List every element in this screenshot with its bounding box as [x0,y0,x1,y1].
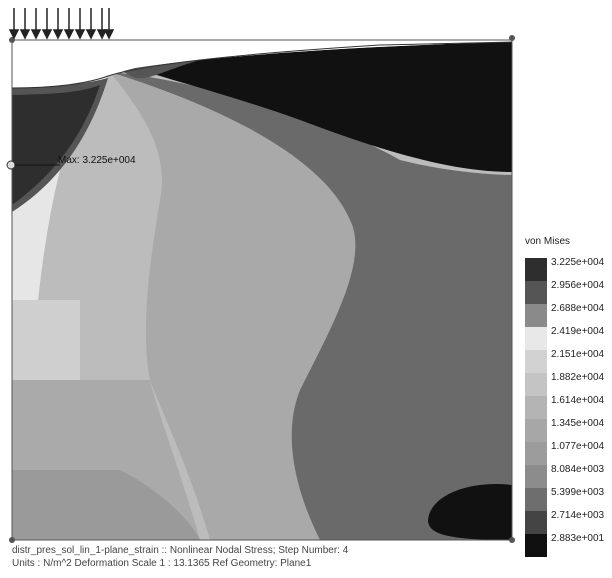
legend-label: 8.084e+003 [551,464,605,475]
corner-node [9,537,15,543]
legend-label: 1.345e+004 [551,418,605,429]
legend-label: 2.151e+004 [551,349,605,360]
legend-label: 1.077e+004 [551,441,605,452]
legend-swatch [525,258,547,281]
legend-label: 2.419e+004 [551,326,605,337]
legend-swatch [525,511,547,534]
legend-swatch [525,350,547,373]
reference-geometry-outline [11,39,513,541]
legend-swatch [525,281,547,304]
deformed-top-edge [11,41,513,89]
legend-swatch [525,396,547,419]
deformed-top-gap [12,40,512,88]
legend-label: 5.399e+003 [551,487,605,498]
contour-max-region-inner [12,85,100,205]
legend-label: 2.883e+001 [551,533,605,544]
contour-band-mid [110,72,356,540]
contour-band-bottom-right [428,484,512,540]
contour-band-left-4 [12,470,200,540]
legend-swatch [525,465,547,488]
legend-swatch [525,373,547,396]
footer-line-2: Units : N/m^2 Deformation Scale 1 : 13.1… [12,558,312,569]
pressure-load-arrows [8,8,115,40]
legend-swatch [525,442,547,465]
legend-swatch [525,488,547,511]
max-value-label: Max: 3.225e+004 [58,155,136,166]
legend-swatch [525,304,547,327]
legend-swatch [525,327,547,350]
contour-band-right [110,72,512,540]
legend-label: 2.714e+003 [551,510,605,521]
legend-swatch [525,534,547,557]
contour-band-top-right-edge [120,60,200,79]
footer-line-1: distr_pres_sol_lin_1-plane_strain :: Non… [12,545,349,556]
legend-label: 2.688e+004 [551,303,605,314]
contour-band-top-right [135,42,512,172]
max-marker-node[interactable] [6,160,16,170]
legend-label: 1.882e+004 [551,372,605,383]
legend-label: 2.956e+004 [551,280,605,291]
legend-title: von Mises [525,236,571,247]
contour-band-left-2 [12,300,80,380]
legend-label: 1.614e+004 [551,395,605,406]
legend-swatch [525,419,547,442]
corner-node [509,35,515,41]
corner-node [509,537,515,543]
legend-label: 3.225e+004 [551,257,605,268]
